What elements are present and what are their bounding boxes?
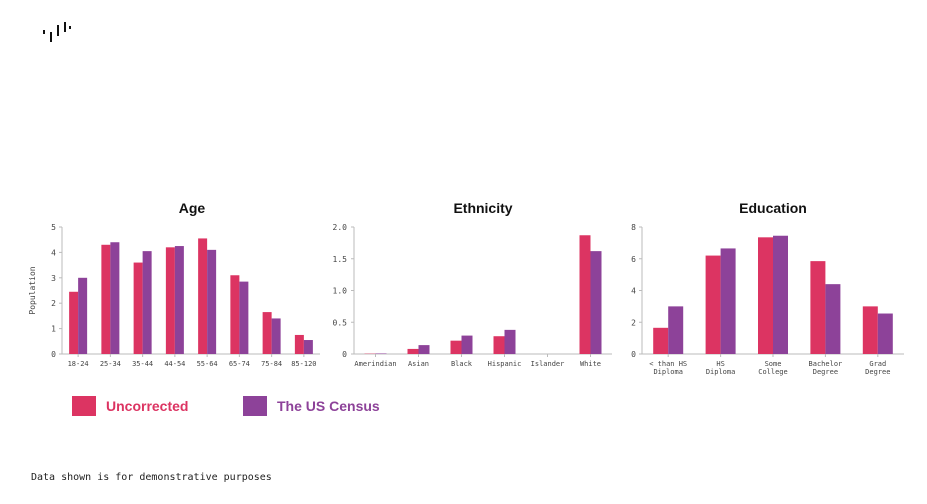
y-tick-label-education: 8 [631,223,636,232]
y-tick-label-age: 0 [51,350,56,359]
bar-education-us-census [668,306,684,354]
footnote: Data shown is for demonstrative purposes [31,472,272,483]
bar-ethnicity-us-census [418,345,430,354]
x-tick-label-ethnicity: Islander [531,360,565,368]
y-tick-label-ethnicity: 0 [342,350,347,359]
bar-education-uncorrected [758,237,773,354]
x-tick-label-education: College [758,368,788,376]
bar-age-uncorrected [101,244,111,354]
bar-age-us-census [142,251,152,354]
y-tick-label-education: 6 [631,255,636,264]
bar-ethnicity-us-census [590,251,602,354]
x-tick-label-ethnicity: Hispanic [488,360,522,368]
x-tick-label-ethnicity: Asian [408,360,429,368]
x-tick-label-education: HS [716,360,724,368]
x-tick-label-age: 85-120 [291,360,316,368]
legend-item-uncorrected: Uncorrected [72,396,188,416]
bar-age-us-census [239,281,249,354]
x-tick-label-education: Grad [869,360,886,368]
x-tick-label-ethnicity: Amerindian [354,360,396,368]
x-tick-label-age: 55-64 [197,360,218,368]
bar-age-us-census [174,246,184,354]
bar-age-uncorrected [230,275,240,354]
x-tick-label-age: 18-24 [68,360,89,368]
legend-label-uncorrected: Uncorrected [106,398,189,414]
bar-ethnicity-uncorrected [450,340,462,354]
y-tick-label-age: 3 [51,274,56,283]
y-tick-label-age: 5 [51,223,56,232]
x-tick-label-age: 65-74 [229,360,250,368]
y-tick-label-age: 2 [51,299,56,308]
x-tick-label-ethnicity: Black [451,360,473,368]
bar-ethnicity-uncorrected [579,235,591,354]
bar-age-uncorrected [294,334,304,354]
bar-age-us-census [110,242,120,354]
bar-age-uncorrected [133,262,143,354]
bar-ethnicity-us-census [375,353,387,354]
bar-education-uncorrected [810,261,826,354]
bar-education-us-census [825,284,841,354]
x-tick-label-age: 35-44 [132,360,153,368]
x-tick-label-age: 25-34 [100,360,121,368]
chart-title-ethnicity: Ethnicity [453,200,512,216]
bar-education-uncorrected [705,255,721,354]
bar-education-us-census [720,248,736,354]
legend-swatch-us-census [243,396,267,416]
bar-education-uncorrected [862,306,878,354]
chart-title-age: Age [179,200,206,216]
y-tick-label-education: 2 [631,318,636,327]
bar-age-us-census [207,249,217,354]
chart-title-education: Education [739,200,807,216]
legend-swatch-uncorrected [72,396,96,416]
y-axis-label-age: Population [28,266,37,314]
y-tick-label-ethnicity: 1.0 [333,287,348,296]
bar-age-uncorrected [165,247,175,354]
bar-ethnicity-us-census [504,329,516,354]
bar-education-us-census [773,235,788,354]
y-tick-label-ethnicity: 0.5 [333,318,348,327]
x-tick-label-ethnicity: White [580,360,601,368]
bar-ethnicity-us-census [461,335,473,354]
bar-education-uncorrected [653,327,669,354]
y-tick-label-ethnicity: 1.5 [333,255,348,264]
bar-age-us-census [303,340,313,354]
x-tick-label-education: Diploma [653,368,683,376]
bar-ethnicity-uncorrected [407,348,419,354]
y-tick-label-age: 4 [51,248,56,257]
bar-age-us-census [78,277,88,354]
x-tick-label-education: Bachelor [809,360,843,368]
bar-age-us-census [271,318,281,354]
bar-age-uncorrected [262,312,272,354]
y-tick-label-education: 0 [631,350,636,359]
x-tick-label-education: Diploma [706,368,736,376]
bar-ethnicity-uncorrected [493,336,505,354]
x-tick-label-education: Degree [865,368,890,376]
waveform-logo-icon [43,22,71,42]
bar-age-uncorrected [198,238,208,354]
bar-education-us-census [877,313,893,354]
x-tick-label-age: 44-54 [164,360,185,368]
y-tick-label-ethnicity: 2.0 [333,223,348,232]
y-tick-label-education: 4 [631,287,636,296]
legend-label-us-census: The US Census [277,398,380,414]
legend-item-us-census: The US Census [243,396,380,416]
x-tick-label-age: 75-84 [261,360,282,368]
x-tick-label-education: < than HS [649,360,687,368]
y-tick-label-age: 1 [51,325,56,334]
x-tick-label-education: Some [765,360,782,368]
bar-age-uncorrected [69,291,79,354]
x-tick-label-education: Degree [813,368,838,376]
